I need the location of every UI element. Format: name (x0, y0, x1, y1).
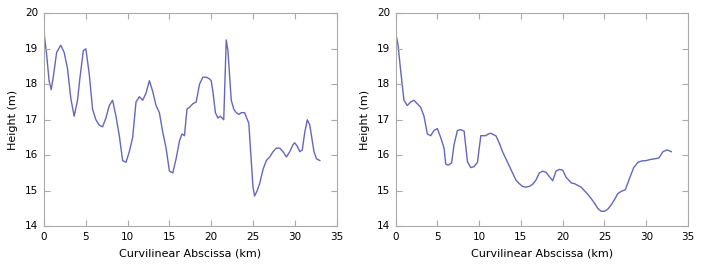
X-axis label: Curvilinear Abscissa (km): Curvilinear Abscissa (km) (120, 249, 262, 259)
Y-axis label: Height (m): Height (m) (8, 90, 18, 150)
Y-axis label: Height (m): Height (m) (360, 90, 370, 150)
X-axis label: Curvilinear Abscissa (km): Curvilinear Abscissa (km) (471, 249, 613, 259)
